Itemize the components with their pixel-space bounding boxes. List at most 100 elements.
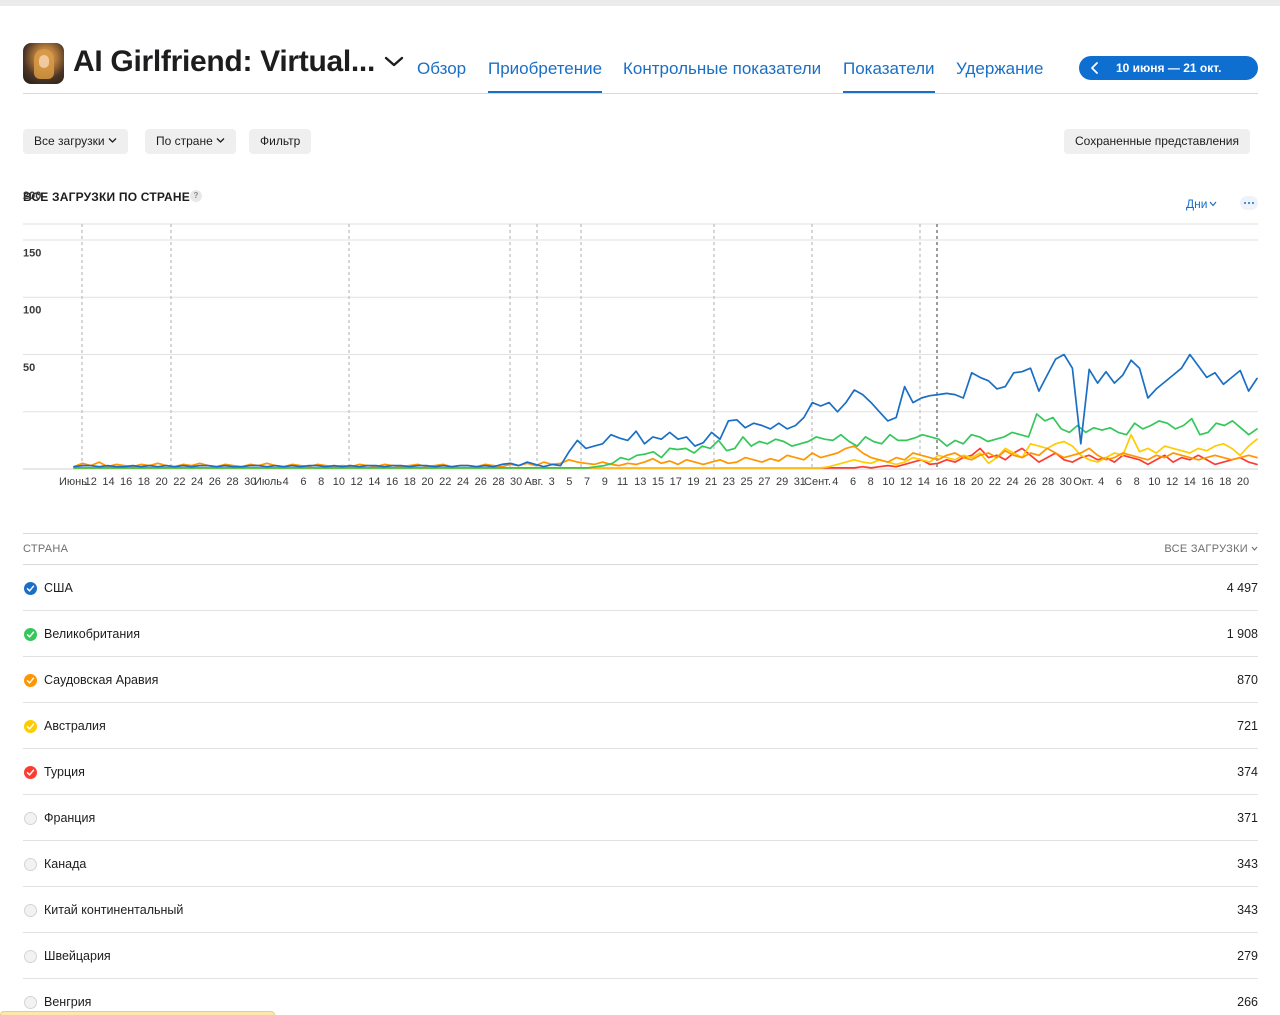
by-country-dropdown[interactable]: По стране (145, 129, 236, 154)
chevron-left-icon[interactable] (1089, 60, 1101, 76)
table-row[interactable]: Канада 343 (23, 841, 1258, 887)
x-tick-label: 20 (971, 476, 983, 488)
y-tick-label: 100 (23, 305, 41, 317)
country-name: Саудовская Аравия (44, 673, 159, 687)
checkmark-icon[interactable] (24, 720, 37, 733)
checkmark-icon[interactable] (24, 674, 37, 687)
downloads-dropdown[interactable]: Все загрузки (23, 129, 128, 154)
tab-metrics[interactable]: Показатели (843, 59, 935, 93)
country-name: Австралия (44, 719, 106, 733)
country-name: Китай континентальный (44, 903, 184, 917)
downloads-value: 1 908 (1226, 627, 1258, 641)
x-tick-label: 11 (617, 476, 628, 488)
table-row[interactable]: Великобритания 1 908 (23, 611, 1258, 657)
x-tick-label: 18 (138, 476, 150, 488)
x-tick-label: 25 (741, 476, 753, 488)
series-line (73, 413, 1258, 469)
x-tick-label: 27 (758, 476, 770, 488)
checkmark-icon[interactable] (24, 582, 37, 595)
x-tick-label: 29 (776, 476, 788, 488)
x-tick-label: 31 (794, 476, 806, 488)
x-tick-label: 6 (300, 476, 306, 488)
table-row[interactable]: Франция 371 (23, 795, 1258, 841)
tab-acquisition[interactable]: Приобретение (488, 59, 603, 93)
downloads-dropdown-label: Все загрузки (34, 134, 105, 148)
country-name: Турция (44, 765, 85, 779)
downloads-value: 371 (1237, 811, 1258, 825)
table-row[interactable]: Швейцария 279 (23, 933, 1258, 979)
x-tick-label: 10 (882, 476, 894, 488)
downloads-value: 374 (1237, 765, 1258, 779)
table-row[interactable]: Саудовская Аравия 870 (23, 657, 1258, 703)
downloads-value: 279 (1237, 949, 1258, 963)
chevron-down-icon (108, 138, 117, 143)
x-tick-label: 8 (318, 476, 324, 488)
table-row[interactable]: Венгрия 266 (23, 979, 1258, 1015)
country-name: Канада (44, 857, 87, 871)
checkbox-icon[interactable] (24, 858, 37, 871)
chevron-down-icon[interactable] (383, 54, 405, 70)
x-tick-label: 10 (333, 476, 345, 488)
x-tick-label: Сент. (804, 476, 831, 488)
help-icon[interactable]: ? (190, 190, 202, 202)
x-tick-label: 28 (226, 476, 238, 488)
column-country[interactable]: СТРАНА (23, 543, 69, 555)
checkbox-icon[interactable] (24, 904, 37, 917)
notification-banner[interactable] (0, 1011, 275, 1015)
y-tick-label: 200 (23, 190, 41, 202)
x-tick-label: 12 (351, 476, 363, 488)
x-tick-label: 26 (475, 476, 487, 488)
checkbox-icon[interactable] (24, 812, 37, 825)
x-tick-label: 19 (687, 476, 699, 488)
x-tick-label: 21 (705, 476, 717, 488)
x-tick-label: 28 (1042, 476, 1054, 488)
filter-button[interactable]: Фильтр (249, 129, 312, 154)
x-tick-label: Окт. (1073, 476, 1093, 488)
y-tick-label: 50 (23, 362, 35, 374)
date-range-label: 10 июня — 21 окт. (1116, 61, 1222, 75)
saved-views-button[interactable]: Сохраненные представления (1064, 129, 1250, 154)
x-tick-label: 13 (634, 476, 646, 488)
granularity-dropdown[interactable]: Дни (1186, 197, 1217, 211)
x-tick-label: 14 (1184, 476, 1196, 488)
chart-section-title: ВСЕ ЗАГРУЗКИ ПО СТРАНЕ (23, 190, 190, 204)
x-tick-label: 12 (900, 476, 912, 488)
date-range-picker[interactable]: 10 июня — 21 окт. (1079, 56, 1258, 80)
table-row[interactable]: Турция 374 (23, 749, 1258, 795)
x-tick-label: Июль (254, 476, 282, 488)
x-tick-label: 24 (457, 476, 469, 488)
checkmark-icon[interactable] (24, 628, 37, 641)
x-tick-label: 8 (868, 476, 874, 488)
x-tick-label: 24 (1006, 476, 1018, 488)
column-total-downloads[interactable]: ВСЕ ЗАГРУЗКИ (1164, 543, 1258, 555)
checkmark-icon[interactable] (24, 766, 37, 779)
x-tick-label: Авг. (524, 476, 543, 488)
x-tick-label: 30 (1060, 476, 1072, 488)
tab-overview[interactable]: Обзор (417, 59, 467, 78)
downloads-value: 870 (1237, 673, 1258, 687)
tab-retention[interactable]: Удержание (956, 59, 1044, 78)
more-options-icon[interactable] (1240, 196, 1258, 210)
x-tick-label: 14 (368, 476, 380, 488)
table-row[interactable]: США 4 497 (23, 565, 1258, 611)
x-tick-label: 20 (1237, 476, 1249, 488)
downloads-value: 343 (1237, 903, 1258, 917)
table-row[interactable]: Китай континентальный 343 (23, 887, 1258, 933)
x-tick-label: 5 (566, 476, 572, 488)
chart-event-markers (81, 224, 938, 469)
tab-benchmarks[interactable]: Контрольные показатели (623, 59, 822, 78)
x-tick-label: 16 (386, 476, 398, 488)
x-tick-label: 7 (584, 476, 590, 488)
x-tick-label: 23 (723, 476, 735, 488)
checkbox-icon[interactable] (24, 950, 37, 963)
table-row[interactable]: Австралия 721 (23, 703, 1258, 749)
downloads-value: 4 497 (1226, 581, 1258, 595)
x-tick-label: 26 (1024, 476, 1036, 488)
downloads-value: 266 (1237, 995, 1258, 1009)
filter-button-label: Фильтр (260, 134, 301, 148)
checkbox-icon[interactable] (24, 996, 37, 1009)
column-total-downloads-label: ВСЕ ЗАГРУЗКИ (1164, 543, 1248, 555)
x-tick-label: 4 (1098, 476, 1104, 488)
country-name: Швейцария (44, 949, 111, 963)
